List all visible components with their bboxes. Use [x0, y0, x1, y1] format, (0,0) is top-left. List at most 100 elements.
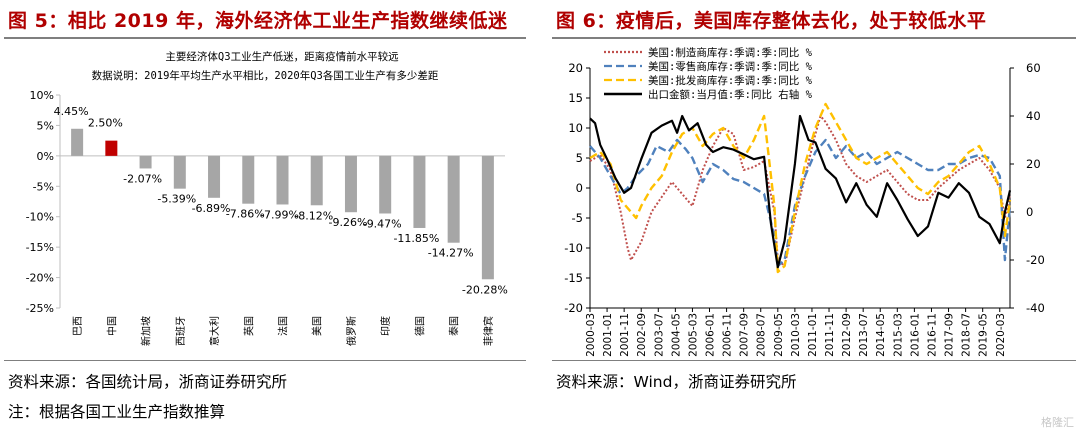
bar [379, 155, 392, 214]
y-tick-label-left: -5 [572, 211, 583, 225]
data-label: 4.45% [54, 105, 89, 118]
category-label: 美国 [311, 316, 324, 336]
data-label: -6.89% [192, 202, 231, 215]
x-tick-label: 2016-01 [909, 313, 921, 357]
x-tick-label: 2011-11 [824, 313, 836, 357]
data-label: -9.47% [363, 217, 402, 230]
bar [310, 155, 323, 206]
x-tick-label: 2005-03 [687, 313, 699, 357]
bar-chart: 主要经济体Q3工业生产低迷，距离疫情前水平较远数据说明：2019年平均生产水平相… [26, 50, 508, 346]
y-tick-label-left: 20 [568, 61, 583, 75]
y-tick-label: 0% [37, 150, 54, 163]
watermark: 格隆汇 [1041, 416, 1074, 429]
x-tick-label: 2002-09 [636, 313, 648, 357]
x-tick-label: 2011-01 [807, 313, 819, 357]
data-label: 2.50% [88, 117, 123, 130]
y-tick-label-right: -40 [1026, 301, 1045, 315]
x-tick-label: 2012-09 [841, 313, 853, 357]
series-line [589, 115, 1011, 267]
line-chart: 20 15 10 5 0 -5 -10 -15 -20 60 40 20 0 -20 -40 2000-03 2… [564, 46, 1045, 357]
x-tick-label: 2008-07 [756, 313, 768, 357]
x-tick-label: 2019-05 [978, 313, 990, 357]
x-tick-label: 2017-09 [944, 313, 956, 357]
y-tick-label-left: -20 [564, 301, 583, 315]
x-tick-label: 2018-07 [961, 313, 973, 357]
y-tick-label-right: 20 [1026, 157, 1041, 171]
y-tick-label-left: 10 [568, 121, 583, 135]
x-tick-label: 2001-11 [619, 313, 631, 357]
category-label: 俄罗斯 [345, 316, 358, 346]
x-tick-label: 2016-11 [926, 313, 938, 357]
x-tick-label: 2020-03 [995, 313, 1007, 357]
bar [344, 155, 357, 213]
bar [139, 155, 152, 169]
bar [413, 155, 426, 228]
right-figure: 图 6：疫情后，美国库存整体去化，处于较低水平 20 15 10 5 0 -5 -10 -15… [548, 0, 1080, 434]
source-rule [4, 360, 526, 361]
x-tick-label: 2010-03 [790, 313, 802, 357]
x-tick-label: 2015-03 [892, 313, 904, 357]
category-label: 法国 [277, 316, 290, 336]
y-tick-label-left: 15 [568, 91, 583, 105]
y-tick-label-right: 0 [1026, 205, 1033, 219]
category-label: 菲律宾 [482, 316, 495, 346]
bar [481, 155, 494, 280]
x-tick-label: 2009-05 [773, 313, 785, 357]
x-tick-label: 2001-01 [602, 313, 614, 357]
series-line [589, 138, 1012, 268]
title-rule [4, 37, 526, 39]
y-tick-label: -5% [33, 180, 54, 193]
data-label: -11.85% [393, 232, 439, 245]
bar [173, 155, 186, 189]
y-tick-label-left: 5 [576, 151, 583, 165]
category-label: 新加坡 [140, 316, 153, 346]
category-label: 德国 [413, 316, 426, 336]
x-tick-label: 2003-07 [653, 313, 665, 357]
y-tick-label-left: -10 [564, 241, 583, 255]
y-tick-label-left: -15 [564, 271, 583, 285]
data-label: -8.12% [294, 209, 333, 222]
bar [276, 155, 289, 205]
legend-label: 美国:批发商库存:季调:季:同比 % [648, 74, 813, 87]
y-tick-label: -15% [26, 241, 54, 254]
x-tick-label: 2014-05 [875, 313, 887, 357]
figure-5-source: 资料来源：各国统计局，浙商证券研究所 [8, 373, 288, 391]
category-label: 巴西 [72, 316, 84, 336]
bar [208, 155, 221, 198]
data-label: -20.28% [462, 283, 508, 296]
y-tick-label-right: 60 [1026, 61, 1041, 75]
y-tick-label-right: -20 [1026, 253, 1045, 267]
y-tick-label: 5% [37, 119, 54, 132]
bar [447, 155, 460, 243]
y-tick-label: 10% [30, 89, 54, 102]
category-label: 中国 [105, 316, 118, 336]
figure-6-title: 图 6：疫情后，美国库存整体去化，处于较低水平 [556, 10, 987, 32]
x-tick-label: 2007-09 [739, 313, 751, 357]
x-tick-label: 2000-03 [585, 313, 597, 357]
category-label: 意大利 [208, 316, 221, 346]
x-tick-label: 2006-11 [722, 313, 734, 357]
category-label: 西班牙 [175, 316, 187, 346]
data-label: -7.86% [226, 208, 265, 221]
bar [71, 128, 84, 156]
left-figure: 图 5：相比 2019 年，海外经济体工业生产指数继续低迷 主要经济体Q3工业生… [0, 0, 530, 434]
category-label: 泰国 [448, 316, 461, 336]
data-label: -2.07% [123, 172, 162, 185]
data-label: -9.26% [329, 216, 368, 229]
chart-subtitle: 数据说明：2019年平均生产水平相比，2020年Q3各国工业生产有多少差距 [92, 69, 439, 82]
y-tick-label-right: 40 [1026, 109, 1041, 123]
y-tick-label: -20% [26, 272, 54, 285]
y-tick-label: -10% [26, 211, 54, 224]
data-label: -5.39% [157, 193, 196, 206]
legend-label: 美国:制造商库存:季调:季:同比 % [648, 46, 813, 59]
y-tick-label-left: 0 [576, 181, 583, 195]
x-tick-label: 2013-07 [858, 313, 870, 357]
data-label: -14.27% [428, 247, 474, 260]
title-rule [552, 37, 1076, 39]
bar [242, 155, 255, 204]
chart-title: 主要经济体Q3工业生产低迷，距离疫情前水平较远 [165, 50, 399, 63]
figure-5-title: 图 5：相比 2019 年，海外经济体工业生产指数继续低迷 [8, 10, 508, 32]
series-line [589, 114, 1012, 269]
data-label: -7.99% [260, 208, 299, 221]
legend-label: 出口金额:当月值:季:同比 右轴 % [648, 88, 813, 101]
